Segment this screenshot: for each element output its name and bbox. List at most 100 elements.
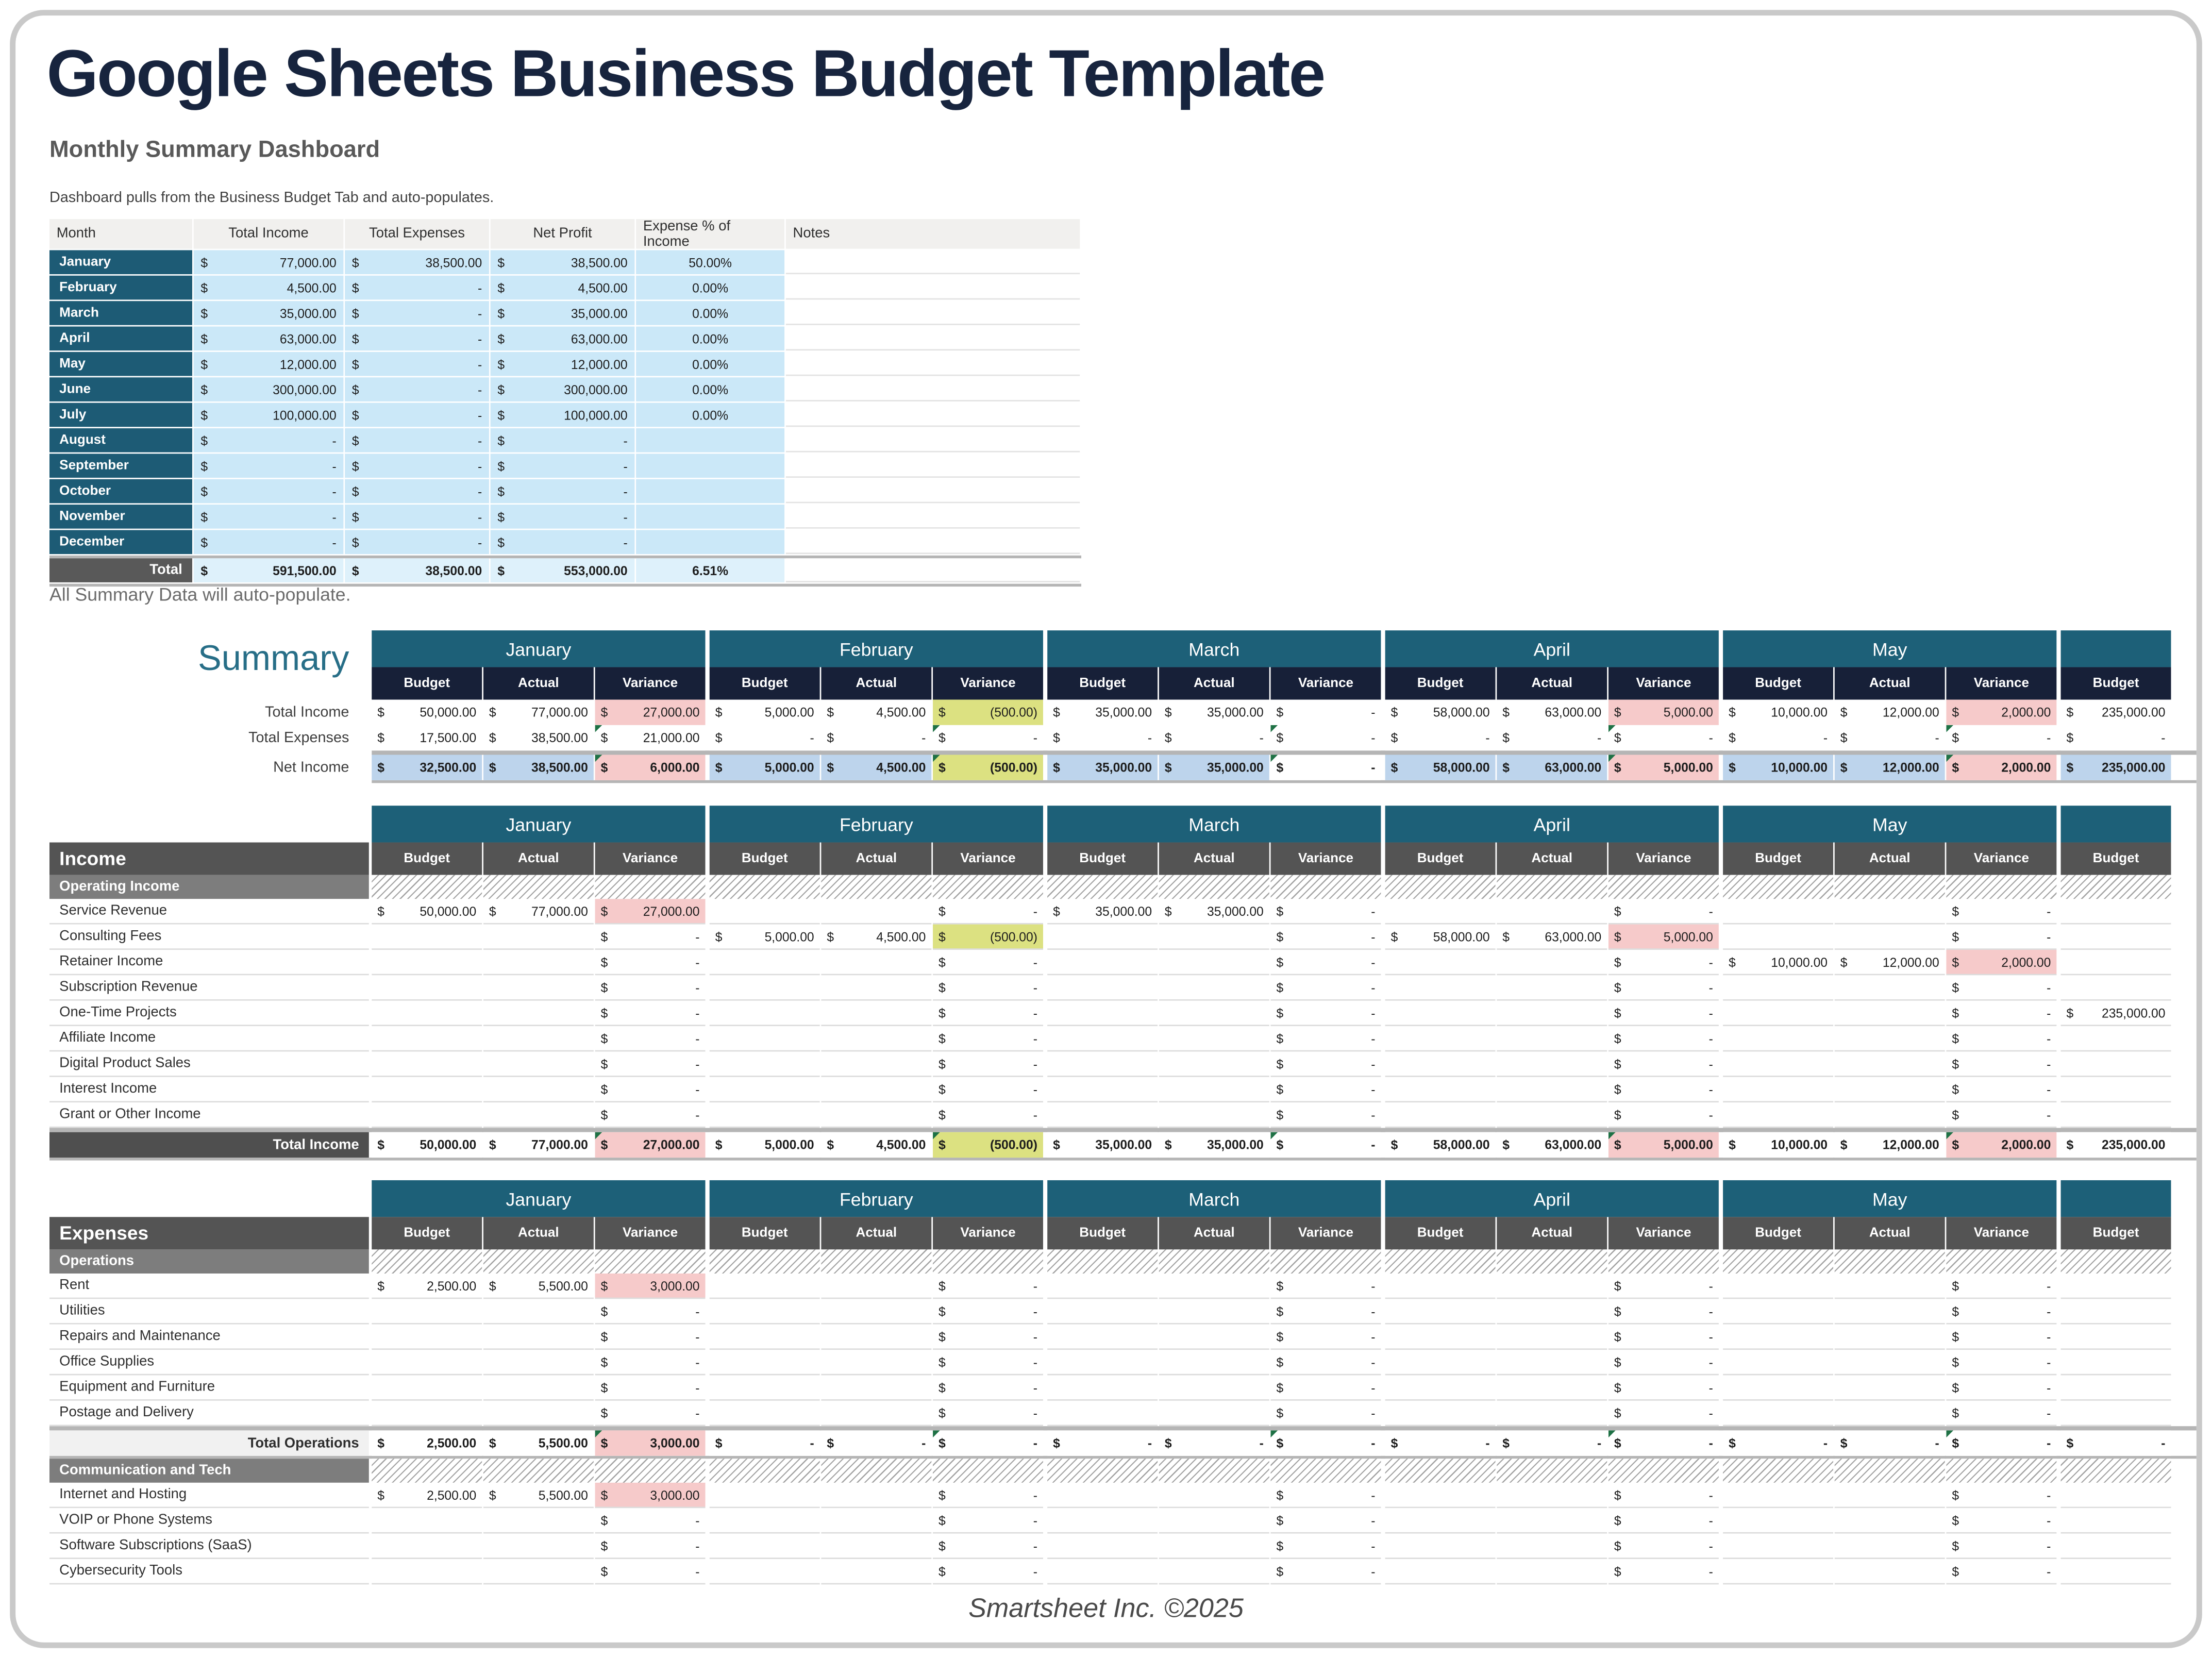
- dashboard-money-cell[interactable]: $100,000.00: [193, 403, 344, 427]
- dashboard-money-cell[interactable]: $300,000.00: [193, 377, 344, 401]
- cell[interactable]: $2,000.00: [1946, 755, 2057, 780]
- cell[interactable]: [1385, 949, 1496, 976]
- item-row-label[interactable]: Rent: [49, 1273, 369, 1299]
- cell[interactable]: $2,000.00: [1946, 699, 2057, 725]
- cell[interactable]: [1497, 1350, 1607, 1376]
- dashboard-month-cell[interactable]: November: [49, 505, 192, 529]
- cell[interactable]: [1159, 1051, 1269, 1077]
- dashboard-money-cell[interactable]: $ -: [345, 505, 489, 529]
- cell[interactable]: $ -: [1946, 1400, 2057, 1427]
- dashboard-column-header[interactable]: Net Profit: [490, 219, 635, 249]
- cell[interactable]: $ -: [1946, 1324, 2057, 1350]
- hatched-cell[interactable]: [1270, 1249, 1381, 1274]
- cell[interactable]: [1723, 1051, 1834, 1077]
- cell[interactable]: $ -: [933, 1102, 1043, 1128]
- cell[interactable]: $50,000.00: [372, 1132, 482, 1158]
- cell[interactable]: $ -: [1270, 1077, 1381, 1103]
- cell[interactable]: [1047, 1102, 1158, 1128]
- column-header-cell[interactable]: Actual: [483, 842, 594, 875]
- column-header-cell[interactable]: Variance: [933, 842, 1043, 875]
- hatched-cell[interactable]: [1159, 1459, 1269, 1483]
- cell[interactable]: [2060, 1508, 2171, 1534]
- cell[interactable]: [1497, 1559, 1607, 1585]
- cell[interactable]: [483, 1299, 594, 1325]
- hatched-cell[interactable]: [1946, 1249, 2057, 1274]
- item-row-label[interactable]: Office Supplies: [49, 1350, 369, 1376]
- cell[interactable]: [372, 1000, 482, 1027]
- cell[interactable]: $ -: [1946, 1000, 2057, 1027]
- column-header-cell[interactable]: Actual: [1159, 842, 1269, 875]
- cell[interactable]: [1723, 1299, 1834, 1325]
- cell[interactable]: $35,000.00: [1047, 699, 1158, 725]
- cell[interactable]: $63,000.00: [1497, 924, 1607, 950]
- dashboard-money-cell[interactable]: $ -: [345, 428, 489, 453]
- cell[interactable]: [2060, 975, 2171, 1001]
- cell[interactable]: $38,500.00: [483, 725, 594, 751]
- dashboard-column-header[interactable]: Month: [49, 219, 192, 249]
- column-header-cell[interactable]: Variance: [1270, 842, 1381, 875]
- cell[interactable]: [1385, 1533, 1496, 1559]
- cell[interactable]: $ -: [1608, 1299, 1719, 1325]
- cell[interactable]: $ -: [933, 1299, 1043, 1325]
- column-header-cell[interactable]: Budget: [1047, 1217, 1158, 1250]
- cell[interactable]: [1723, 1533, 1834, 1559]
- cell[interactable]: $ -: [595, 1559, 706, 1585]
- cell[interactable]: [2060, 1102, 2171, 1128]
- column-header-cell[interactable]: Budget: [1723, 1217, 1834, 1250]
- cell[interactable]: $ -: [933, 1273, 1043, 1299]
- cell[interactable]: [1159, 924, 1269, 950]
- dashboard-total-money-cell[interactable]: $553,000.00: [490, 558, 635, 582]
- dashboard-money-cell[interactable]: $38,500.00: [490, 250, 635, 275]
- cell[interactable]: $ -: [1608, 1482, 1719, 1509]
- cell[interactable]: $ -: [1270, 924, 1381, 950]
- cell[interactable]: $35,000.00: [1159, 1132, 1269, 1158]
- cell[interactable]: $5,000.00: [1608, 924, 1719, 950]
- cell[interactable]: [2060, 1273, 2171, 1299]
- cell[interactable]: $ -: [1270, 1132, 1381, 1158]
- dashboard-money-cell[interactable]: $ -: [345, 326, 489, 351]
- cell[interactable]: [1834, 924, 1945, 950]
- cell[interactable]: $ -: [1946, 1559, 2057, 1585]
- month-band-cell[interactable]: April: [1385, 1180, 1719, 1217]
- cell[interactable]: [1497, 1102, 1607, 1128]
- hatched-cell[interactable]: [1608, 875, 1719, 899]
- column-header-cell[interactable]: Variance: [1946, 667, 2057, 700]
- cell[interactable]: [2060, 949, 2171, 976]
- dashboard-money-cell[interactable]: $ -: [345, 377, 489, 401]
- cell[interactable]: $10,000.00: [1723, 755, 1834, 780]
- cell[interactable]: [1159, 1350, 1269, 1376]
- dashboard-money-cell[interactable]: $12,000.00: [490, 351, 635, 376]
- item-row-label[interactable]: Subscription Revenue: [49, 975, 369, 1001]
- cell[interactable]: $ -: [1946, 1102, 2057, 1128]
- cell[interactable]: [1497, 1533, 1607, 1559]
- column-header-cell[interactable]: Actual: [1159, 667, 1269, 700]
- cell[interactable]: $ -: [1608, 725, 1719, 751]
- cell[interactable]: [483, 1508, 594, 1534]
- dashboard-total-percent-cell[interactable]: 6.51%: [636, 558, 785, 582]
- cell[interactable]: [821, 1051, 932, 1077]
- cell[interactable]: [2060, 1400, 2171, 1427]
- cell[interactable]: [709, 1324, 820, 1350]
- cell[interactable]: $ -: [1608, 1508, 1719, 1534]
- cell[interactable]: $58,000.00: [1385, 924, 1496, 950]
- cell[interactable]: [1834, 1559, 1945, 1585]
- cell[interactable]: $ -: [1946, 1273, 2057, 1299]
- hatched-cell[interactable]: [1159, 875, 1269, 899]
- cell[interactable]: [483, 1077, 594, 1103]
- dashboard-month-cell[interactable]: June: [49, 377, 192, 401]
- cell[interactable]: [2060, 1559, 2171, 1585]
- cell[interactable]: $2,500.00: [372, 1430, 482, 1456]
- cell[interactable]: $50,000.00: [372, 699, 482, 725]
- column-header-cell[interactable]: Actual: [483, 1217, 594, 1250]
- cell[interactable]: [372, 1026, 482, 1052]
- cell[interactable]: $2,000.00: [1946, 949, 2057, 976]
- hatched-cell[interactable]: [1834, 875, 1945, 899]
- cell[interactable]: $5,000.00: [709, 755, 820, 780]
- cell[interactable]: $ -: [1497, 725, 1607, 751]
- cell[interactable]: $ -: [1159, 725, 1269, 751]
- hatched-cell[interactable]: [1834, 1249, 1945, 1274]
- cell[interactable]: $ -: [933, 1051, 1043, 1077]
- column-header-cell[interactable]: Actual: [821, 667, 932, 700]
- hatched-cell[interactable]: [1497, 875, 1607, 899]
- cell[interactable]: [372, 1508, 482, 1534]
